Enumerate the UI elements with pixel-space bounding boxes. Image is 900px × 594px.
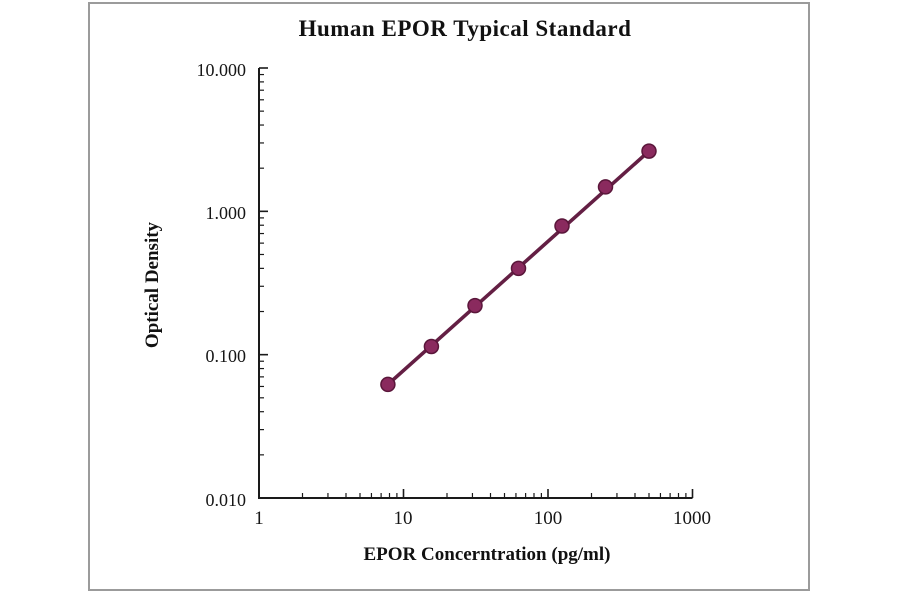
y-tick-label: 10.000 [196, 60, 247, 80]
x-tick-label: 1000 [673, 508, 711, 529]
y-tick-label: 0.100 [205, 346, 247, 366]
data-point [467, 297, 483, 314]
y-tick-label: 1.000 [205, 203, 247, 223]
x-tick-label: 10 [393, 508, 413, 529]
x-axis-title: EPOR Concerntration (pg/ml) [363, 544, 611, 565]
photo-frame [88, 2, 810, 591]
data-point [641, 143, 657, 159]
data-point [597, 179, 614, 195]
y-tick-label: 0.010 [205, 490, 247, 510]
chart-title: Human EPOR Typical Standard [298, 16, 632, 41]
x-tick-label: 1 [254, 508, 264, 529]
data-point [423, 338, 440, 355]
x-tick-label: 100 [533, 508, 563, 529]
data-point [380, 376, 396, 393]
data-point [510, 260, 527, 277]
data-point [554, 218, 570, 234]
